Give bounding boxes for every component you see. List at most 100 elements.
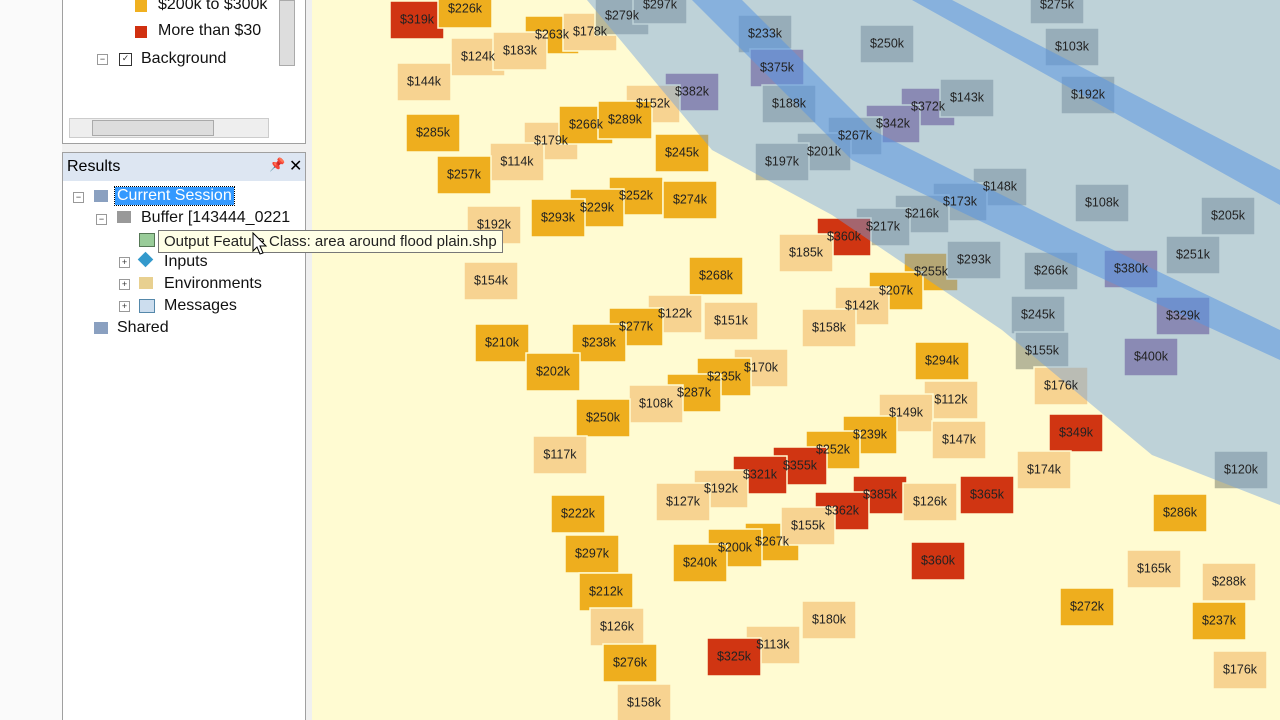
parcel-label: $257k — [447, 167, 482, 181]
parcel — [550, 494, 606, 534]
parcel — [436, 155, 492, 195]
collapse[interactable]: − — [73, 192, 84, 203]
river — [912, 0, 1280, 205]
parcel — [1126, 549, 1182, 589]
parcel-label: $202k — [536, 364, 571, 378]
parcel-label: $321k — [743, 467, 778, 481]
parcel — [616, 683, 672, 720]
shared-icon — [94, 322, 108, 334]
parcel — [532, 435, 588, 475]
parcel-label: $147k — [942, 432, 977, 446]
parcel-label: $276k — [613, 655, 648, 669]
parcel-label: $192k — [704, 481, 739, 495]
parcel — [474, 323, 530, 363]
tree-item[interactable]: Buffer [143444_0221 — [141, 209, 291, 226]
parcel — [1016, 450, 1072, 490]
parcel-label: $360k — [827, 229, 862, 243]
tree-item[interactable]: Shared — [117, 319, 169, 336]
pin-button[interactable]: 📌 — [269, 157, 286, 172]
parcel — [389, 0, 445, 40]
parcel — [931, 420, 987, 460]
parcel-label: $289k — [608, 112, 643, 126]
close-button[interactable]: ✕ — [289, 158, 303, 175]
parcel-label: $226k — [448, 1, 483, 15]
legend-item: $200k to $300k — [158, 0, 268, 13]
parcel — [914, 341, 970, 381]
parcel — [959, 475, 1015, 515]
tree-item[interactable]: Inputs — [164, 253, 208, 270]
parcel-label: $250k — [870, 36, 905, 50]
h-scrollbar[interactable] — [69, 118, 269, 138]
parcel — [754, 142, 810, 182]
parcel — [1212, 650, 1268, 690]
parcel-label: $375k — [760, 60, 795, 74]
parcel-label: $176k — [1044, 378, 1079, 392]
collapse[interactable]: − — [97, 54, 108, 65]
parcel-label: $144k — [407, 74, 442, 88]
parcel — [525, 352, 581, 392]
parcel-label: $192k — [477, 217, 512, 231]
parcel-label: $275k — [1040, 0, 1075, 11]
parcel-label: $293k — [957, 252, 992, 266]
tree-item[interactable]: Messages — [164, 297, 237, 314]
parcel-label: $114k — [500, 154, 534, 168]
expand[interactable]: + — [119, 279, 130, 290]
parcel — [1201, 562, 1257, 602]
parcel-label: $127k — [666, 494, 701, 508]
parcel-label: $217k — [866, 219, 901, 233]
checkbox[interactable]: ✓ — [119, 53, 132, 66]
parcel-label: $297k — [643, 0, 678, 11]
parcel — [672, 543, 728, 583]
parcel-label: $158k — [627, 695, 662, 709]
parcel — [778, 233, 834, 273]
parcel-label: $355k — [783, 458, 818, 472]
parcel-label: $360k — [921, 553, 956, 567]
expand[interactable]: + — [119, 257, 130, 268]
parcel — [571, 323, 627, 363]
parcel — [575, 398, 631, 438]
parcel-label: $155k — [1025, 343, 1060, 357]
legend-item: More than $30 — [158, 22, 262, 39]
layer-name[interactable]: Background — [141, 50, 227, 67]
expand[interactable]: + — [119, 301, 130, 312]
parcel-label: $274k — [673, 192, 708, 206]
flood-plain — [587, 0, 1280, 505]
parcel — [902, 482, 958, 522]
parcel-label: $277k — [619, 319, 654, 333]
parcel-label: $126k — [913, 494, 948, 508]
parcel-label: $112k — [934, 392, 968, 406]
panel-title: Results — [67, 158, 121, 175]
parcel — [1152, 493, 1208, 533]
parcel-label: $288k — [1212, 574, 1247, 588]
v-scroll-thumb[interactable] — [279, 0, 295, 66]
parcel-label: $158k — [812, 320, 847, 334]
parcel-label: $240k — [683, 555, 718, 569]
blank-area — [0, 0, 62, 720]
parcel-label: $382k — [675, 84, 710, 98]
parcel-label: $245k — [665, 145, 700, 159]
parcel — [859, 24, 915, 64]
tree-item[interactable]: Current Session — [114, 186, 235, 206]
river — [692, 0, 1280, 360]
parcel-label: $229k — [580, 200, 615, 214]
parcel — [1191, 601, 1247, 641]
parcel — [910, 541, 966, 581]
parcel-label: $205k — [1211, 208, 1246, 222]
parcel — [801, 308, 857, 348]
parcel-label: $287k — [677, 385, 712, 399]
parcel — [1029, 0, 1085, 25]
parcel — [780, 506, 836, 546]
tree-item[interactable]: Environments — [164, 275, 262, 292]
parcel-label: $210k — [485, 335, 520, 349]
scroll-thumb[interactable] — [92, 120, 214, 136]
parcel-label: $319k — [400, 12, 435, 26]
parcel-label: $385k — [863, 487, 898, 501]
parcel-label: $325k — [717, 649, 752, 663]
parcel-label: $108k — [639, 396, 674, 410]
collapse[interactable]: − — [96, 214, 107, 225]
parcel — [801, 600, 857, 640]
parcel-label: $251k — [1176, 247, 1211, 261]
parcel — [1033, 366, 1089, 406]
parcel — [396, 62, 452, 102]
parcel — [602, 643, 658, 683]
